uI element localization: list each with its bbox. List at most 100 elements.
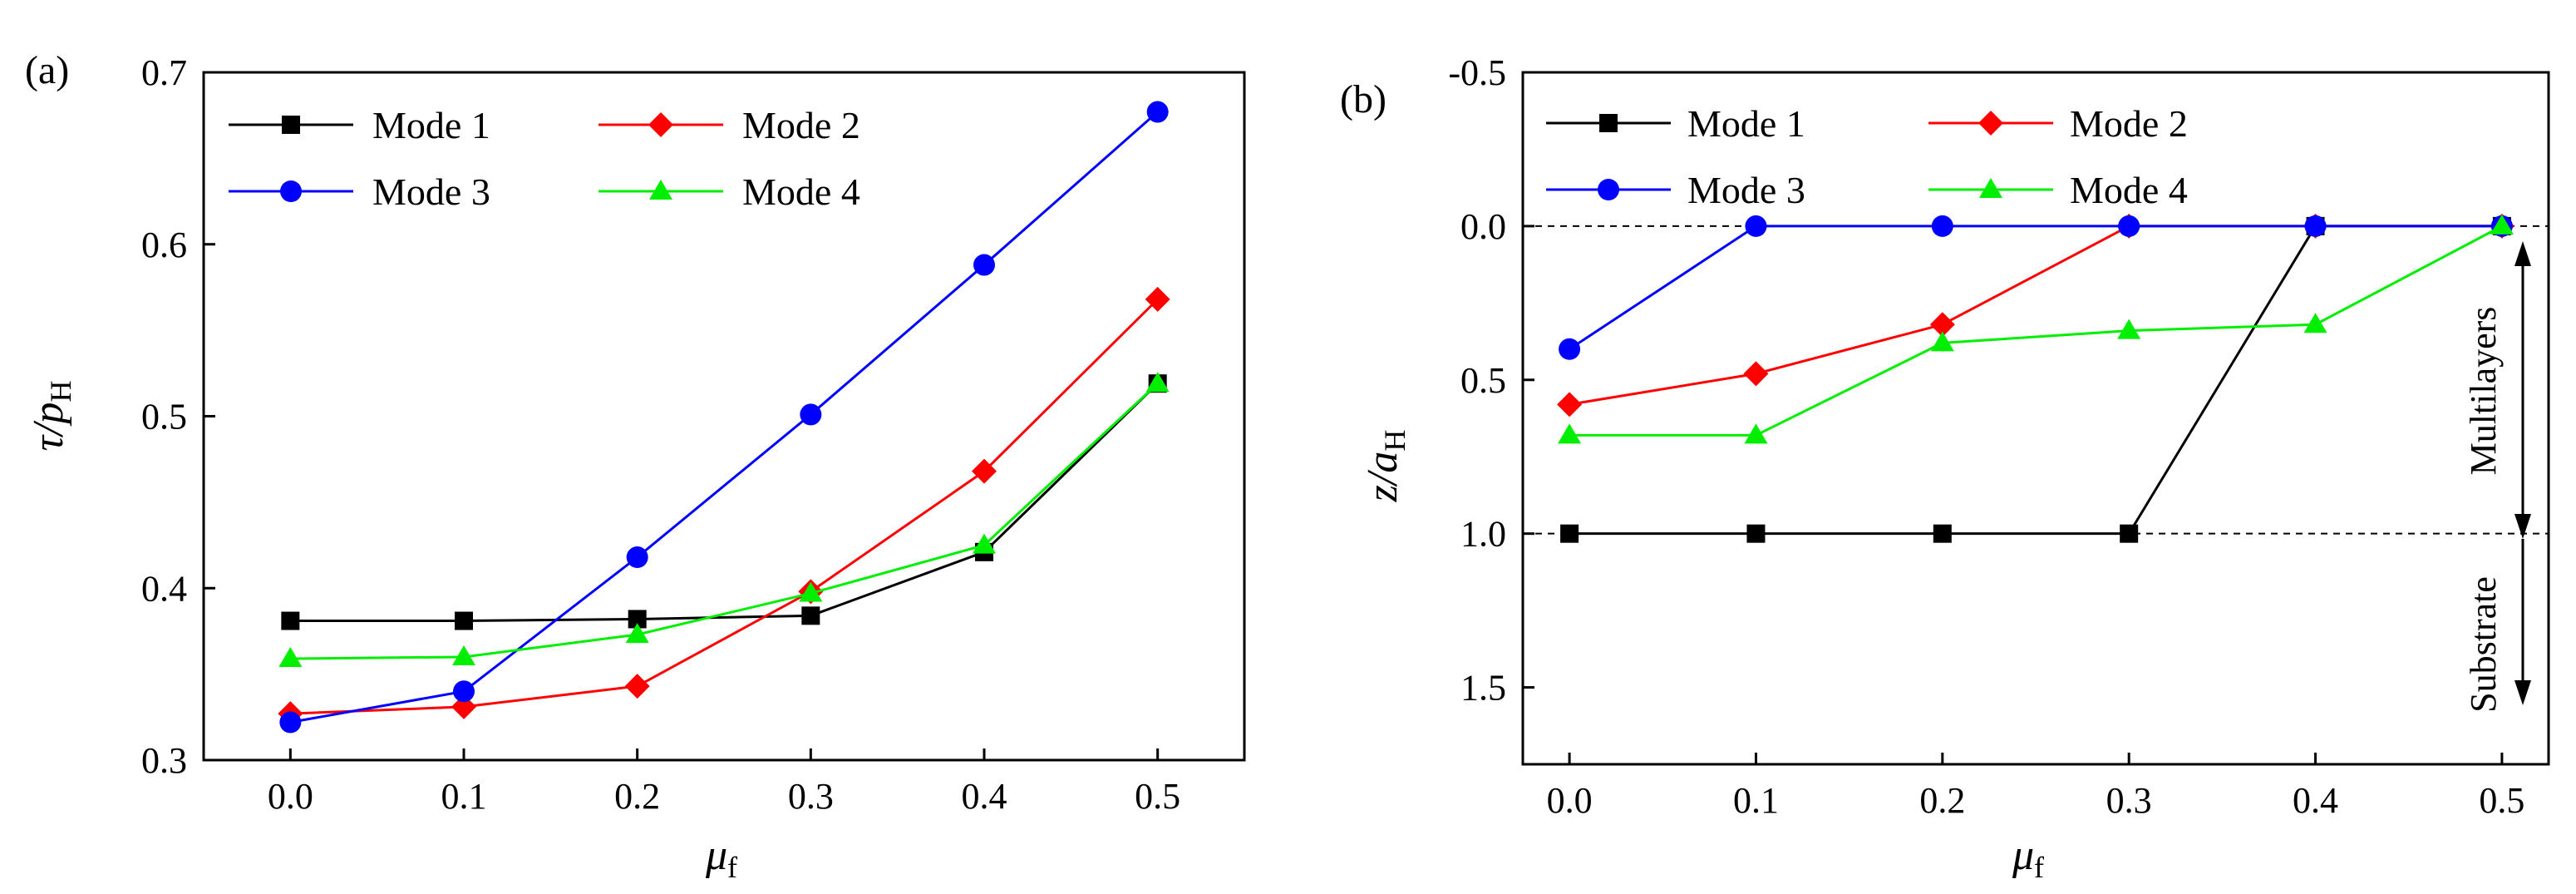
x-axis-label-a-sub: f [727,851,737,884]
legend-label-a-mode-1: Mode 1 [372,104,490,146]
axis-ticks-b: 0.0 0.1 0.2 0.3 0.4 0.5 -0.5 0.0 0.5 1.0 1.5 [1448,52,2524,821]
x-tick-label-a: 0.0 [268,776,313,817]
data-point-b-mode-2 [1557,392,1583,417]
series-line-a-mode-4 [290,383,1159,660]
y-tick-label-b: 0.0 [1460,206,1506,247]
data-point-b-mode-1 [1933,524,1952,543]
data-point-b-mode-1 [2120,524,2139,543]
region-label-substrate: Substrate [2463,576,2504,713]
data-point-a-mode-4 [452,645,475,665]
data-point-a-mode-3 [1146,101,1169,123]
region-label-multilayers: Multilayers [2463,307,2504,476]
y-tick-label-a: 0.4 [141,568,187,609]
x-tick-label-b: 0.3 [2106,780,2152,821]
data-point-a-mode-3 [626,546,648,569]
legend-label-a-mode-2: Mode 2 [742,104,860,146]
legend-b: Mode 1 Mode 2 Mode 3 Mode 4 [1546,102,2188,211]
data-point-a-mode-1 [801,606,820,625]
legend-item-a-mode-3: Mode 3 [229,170,490,213]
panel-a: (a) τ/pH μf 0.0 0.1 0.2 0.3 0.4 0.50.30.40.50… [25,48,1246,884]
x-axis-label-b-main: μ [2012,832,2034,879]
series-b-mode-2 [1557,213,2514,417]
x-tick-label-a: 0.1 [441,776,487,817]
x-tick-label-b: 0.2 [1919,780,1965,821]
y-axis-label-a-main: τ/p [25,402,72,451]
data-point-a-mode-2 [624,674,650,699]
data-point-a-mode-2 [451,694,476,719]
panel-label-a: (a) [25,48,69,92]
data-point-b-mode-1 [1560,524,1579,543]
x-tick-label-a: 0.2 [614,776,660,817]
data-point-a-mode-1 [628,610,647,629]
reference-lines-b [1523,225,2549,535]
data-point-b-mode-4 [2303,313,2327,333]
region-annotations-b: Multilayers Substrate [2463,241,2531,713]
plot-frame-b [1521,71,2550,766]
series-line-b-mode-4 [1569,225,2503,437]
x-tick-label-a: 0.5 [1135,776,1180,817]
legend-item-a-mode-1: Mode 1 [229,104,490,146]
data-point-b-mode-3 [1745,215,1767,237]
data-point-a-mode-4 [278,647,303,668]
y-tick-label-b: 1.0 [1460,514,1506,555]
data-point-b-mode-1 [1746,524,1766,543]
data-point-a-mode-4 [625,623,649,644]
data-point-b-mode-4 [1930,331,1954,352]
series-line-a-mode-2 [290,298,1159,715]
data-point-b-mode-3 [2118,215,2140,237]
x-tick-label-b: 0.5 [2479,780,2524,821]
y-axis-label-b-sub: H [1378,430,1411,452]
series-line-b-mode-3 [1569,225,2502,351]
panel-b: (b) z/aH μf 0.0 0.1 0.2 0.3 0.4 0.5 -0.5 0.0 0.5… [1340,52,2550,884]
legend-a: Mode 1 Mode 2 Mode 3 Mode 4 [229,104,860,213]
x-tick-label-a: 0.3 [788,776,834,817]
data-point-b-mode-3 [2304,215,2327,237]
data-point-b-mode-3 [1559,338,1581,360]
y-tick-label-a: 0.3 [141,740,187,781]
y-axis-label-b: z/aH [1359,430,1411,503]
legend-label-a-mode-3: Mode 3 [372,170,490,213]
data-point-b-mode-4 [2117,319,2141,339]
y-tick-label-b: -0.5 [1448,52,1506,93]
legend-label-b-mode-2: Mode 2 [2070,102,2188,145]
svg-text:τ/pH: τ/pH [25,380,77,451]
x-tick-label-b: 0.0 [1547,780,1593,821]
y-tick-label-a: 0.6 [141,225,187,265]
legend-item-a-mode-2: Mode 2 [598,104,860,146]
x-tick-label-b: 0.4 [2293,780,2338,821]
axis-ticks-a: 0.0 0.1 0.2 0.3 0.4 0.5 0.3 0.4 0.5 0.6 0.7 [141,52,1180,817]
series-line-a-mode-1 [290,383,1159,623]
series-b-mode-4 [1558,214,2514,444]
y-tick-label-a: 0.7 [141,52,187,93]
series-group-a [278,101,1170,733]
multilayers-arrowhead-up [2514,241,2531,266]
data-point-b-mode-2 [1929,312,1955,338]
series-line-b-mode-2 [1569,225,2502,406]
x-tick-label-a: 0.4 [962,776,1007,817]
legend-label-b-mode-1: Mode 1 [1687,102,1805,145]
data-point-a-mode-1 [281,611,300,630]
y-axis-label-b-main: z/a [1359,452,1406,503]
data-point-a-mode-4 [1145,372,1170,393]
y-axis-label-a: τ/pH [25,380,77,451]
data-point-a-mode-3 [973,254,995,276]
y-tick-label-b: 1.5 [1460,668,1506,709]
legend-label-b-mode-4: Mode 4 [2070,169,2188,211]
series-a-mode-4 [278,372,1170,668]
data-point-a-mode-4 [973,533,996,554]
series-b-mode-3 [1559,215,2513,360]
series-a-mode-2 [278,286,1170,727]
data-point-b-mode-4 [2490,214,2514,235]
data-point-a-mode-1 [455,611,473,630]
series-b-mode-1 [1560,216,2511,543]
data-point-a-mode-3 [279,711,302,733]
svg-text:z/aH: z/aH [1359,430,1411,503]
data-point-b-mode-2 [1743,361,1769,387]
data-point-b-mode-4 [1744,423,1768,444]
x-axis-label-b: μf [2012,832,2044,884]
y-tick-label-b: 0.5 [1460,360,1506,401]
data-point-b-mode-3 [1931,215,1953,237]
series-a-mode-3 [279,101,1169,733]
x-tick-label-b: 0.1 [1733,780,1779,821]
